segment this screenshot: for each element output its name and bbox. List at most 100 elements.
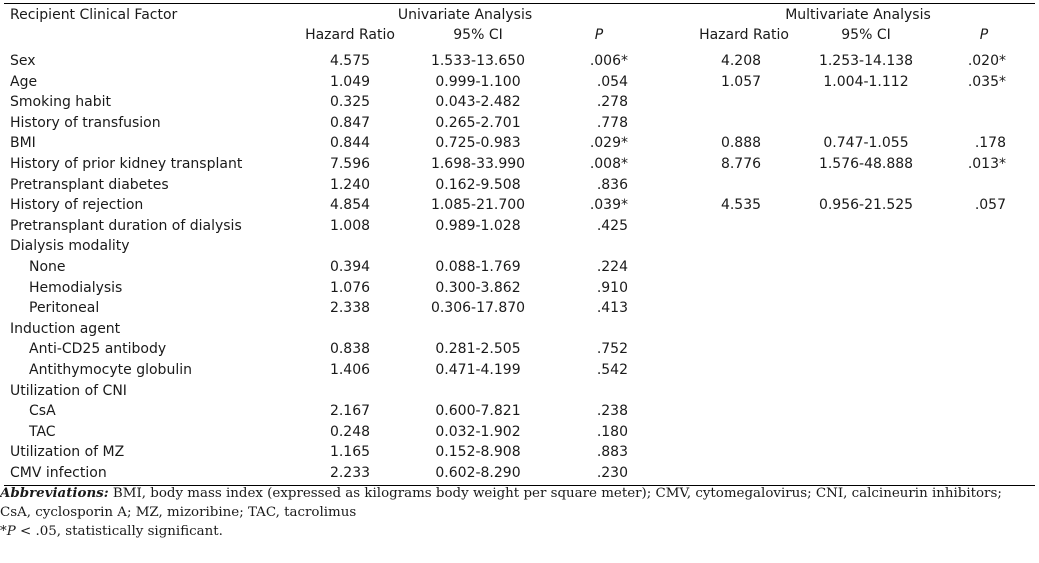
significance-text: < .05, statistically significant.	[15, 524, 223, 539]
significance-p: P	[6, 524, 16, 539]
table-cell-u-ci: 0.265-2.701	[435, 114, 521, 131]
table-cell-m-hr: 4.208	[720, 53, 762, 69]
table-cell-u-ci: 0.306-17.870	[430, 300, 526, 317]
table-cell-u-hr: 1.240	[329, 176, 371, 193]
table-cell-u-p: .008*	[589, 156, 628, 172]
table-cell-u-ci: 0.300-3.862	[435, 279, 521, 296]
table-cell-u-hr: 1.008	[329, 217, 371, 234]
table-cell-u-hr: 4.575	[329, 53, 371, 69]
table-subrow-label: Anti-CD25 antibody	[29, 341, 167, 358]
table-footnotes: Abbreviations: BMI, body mass index (exp…	[0, 484, 1035, 541]
table-row-label: CMV infection	[10, 465, 107, 481]
table-cell-u-p: .910	[596, 279, 628, 296]
table-cell-u-ci: 0.281-2.505	[435, 341, 521, 358]
table-row-label: Utilization of CNI	[10, 382, 127, 399]
table-row-label: History of rejection	[10, 197, 144, 214]
table-bottom-rule	[4, 485, 1035, 486]
table-cell-u-p: .542	[596, 362, 628, 378]
factor-column-header: Recipient Clinical Factor	[10, 7, 178, 23]
table-cell-m-p: .178	[974, 135, 1006, 152]
table-row-label: Pretransplant duration of dialysis	[10, 217, 242, 234]
multivariate-hr-header: Hazard Ratio	[699, 27, 789, 43]
table-cell-u-ci: 0.989-1.028	[435, 217, 521, 234]
table-row-label: Age	[10, 73, 38, 90]
table-cell-m-ci: 1.253-14.138	[818, 53, 914, 69]
table-cell-u-ci: 1.533-13.650	[430, 53, 526, 69]
table-cell-u-ci: 1.085-21.700	[430, 197, 526, 214]
table-cell-u-hr: 2.338	[329, 300, 371, 317]
multivariate-p-header: P	[979, 27, 989, 43]
table-cell-m-p: .020*	[967, 53, 1006, 69]
table-cell-m-hr: 0.888	[720, 135, 762, 152]
table-cell-u-ci: 0.600-7.821	[435, 403, 521, 420]
table-cell-u-hr: 1.076	[329, 279, 371, 296]
table-cell-m-ci: 1.004-1.112	[823, 73, 909, 90]
table-row-label: Smoking habit	[10, 94, 112, 111]
univariate-hr-header: Hazard Ratio	[305, 27, 395, 43]
table-top-rule	[4, 3, 1035, 4]
table-cell-u-ci: 0.999-1.100	[435, 73, 521, 90]
multivariate-group-header: Multivariate Analysis	[785, 7, 931, 23]
significance-star: *	[0, 524, 7, 539]
abbreviations-label: Abbreviations:	[0, 485, 109, 501]
table-cell-u-hr: 4.854	[329, 197, 371, 214]
table-cell-m-hr: 8.776	[720, 156, 762, 172]
table-cell-u-ci: 0.043-2.482	[435, 94, 521, 111]
table-cell-u-hr: 0.325	[329, 94, 371, 111]
table-cell-u-p: .778	[596, 114, 628, 131]
table-cell-u-p: .238	[596, 403, 628, 420]
table-subrow-label: CsA	[29, 403, 56, 420]
table-cell-m-p: .035*	[967, 73, 1006, 90]
table-row-label: Pretransplant diabetes	[10, 176, 169, 193]
table-cell-u-hr: 2.233	[329, 465, 371, 481]
univariate-group-header: Univariate Analysis	[397, 7, 533, 23]
univariate-p-header: P	[594, 27, 604, 43]
table-subrow-label: None	[29, 259, 66, 275]
table-cell-u-hr: 0.838	[329, 341, 371, 358]
table-cell-u-ci: 0.725-0.983	[435, 135, 521, 152]
table-cell-u-p: .224	[596, 259, 628, 275]
table-cell-u-ci: 0.088-1.769	[435, 259, 521, 275]
table-row-label: History of transfusion	[10, 114, 161, 131]
table-cell-u-hr: 1.165	[329, 444, 371, 461]
table-cell-u-hr: 2.167	[329, 403, 371, 420]
table-cell-u-p: .230	[596, 465, 628, 481]
table-cell-u-hr: 0.847	[329, 114, 371, 131]
significance-note: *P < .05, statistically significant.	[0, 522, 1035, 541]
table-row-label: History of prior kidney transplant	[10, 156, 243, 172]
table-cell-u-p: .425	[596, 217, 628, 234]
table-cell-u-p: .039*	[589, 197, 628, 214]
table-cell-u-p: .054	[596, 73, 628, 90]
table-cell-u-hr: 1.049	[329, 73, 371, 90]
table-cell-m-ci: 0.747-1.055	[823, 135, 909, 152]
table-row-label: Sex	[10, 53, 36, 69]
table-cell-u-hr: 0.844	[329, 135, 371, 152]
table-cell-u-p: .180	[596, 423, 628, 440]
table-cell-u-hr: 0.394	[329, 259, 371, 275]
table-cell-m-ci: 1.576-48.888	[818, 156, 914, 172]
table-cell-u-ci: 0.032-1.902	[435, 423, 521, 440]
univariate-ci-header: 95% CI	[453, 27, 503, 43]
table-row-label: Utilization of MZ	[10, 444, 125, 461]
table-cell-u-ci: 0.602-8.290	[435, 465, 521, 481]
table-row-label: Induction agent	[10, 320, 121, 337]
table-cell-m-p: .013*	[967, 156, 1006, 172]
table-cell-u-ci: 0.162-9.508	[435, 176, 521, 193]
table-row-label: Dialysis modality	[10, 238, 130, 255]
table-cell-u-ci: 0.152-8.908	[435, 444, 521, 461]
table-cell-u-hr: 7.596	[329, 156, 371, 172]
table-subrow-label: Hemodialysis	[29, 279, 123, 296]
table-cell-u-p: .836	[596, 176, 628, 193]
table-cell-u-hr: 1.406	[329, 362, 371, 378]
table-subrow-label: TAC	[29, 423, 56, 440]
table-cell-u-ci: 1.698-33.990	[430, 156, 526, 172]
abbreviations-text: BMI, body mass index (expressed as kilog…	[0, 486, 1002, 520]
table-row-label: BMI	[10, 135, 36, 152]
table-cell-u-p: .029*	[589, 135, 628, 152]
table-cell-u-p: .883	[596, 444, 628, 461]
table-cell-u-p: .006*	[589, 53, 628, 69]
table-cell-u-ci: 0.471-4.199	[435, 362, 521, 378]
table-cell-m-hr: 1.057	[720, 73, 762, 90]
table-cell-m-hr: 4.535	[720, 197, 762, 214]
table-cell-m-p: .057	[974, 197, 1006, 214]
